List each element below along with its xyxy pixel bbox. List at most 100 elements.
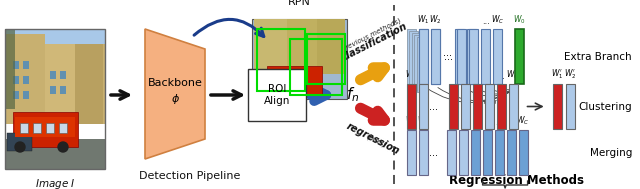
Text: $W_1$: $W_1$ [405, 68, 417, 81]
Bar [60, 86, 66, 94]
Text: $W_1'$: $W_1'$ [551, 67, 563, 81]
Bar [5, 44, 105, 124]
Bar [13, 76, 19, 84]
Bar [447, 130, 456, 175]
Text: Merging: Merging [589, 147, 632, 157]
Bar [449, 84, 458, 129]
Bar [257, 29, 305, 91]
Bar [5, 29, 105, 169]
Bar [287, 19, 322, 84]
Bar [509, 84, 518, 129]
Bar [252, 19, 347, 99]
Text: RPN: RPN [288, 0, 311, 7]
Bar [7, 133, 32, 151]
Text: $W_2'$: $W_2'$ [564, 67, 576, 81]
Bar [566, 84, 575, 129]
Bar [552, 84, 562, 129]
Bar [467, 29, 476, 84]
Bar [46, 123, 54, 133]
Text: ...: ... [482, 17, 490, 26]
Text: ...: ... [444, 51, 453, 61]
Bar [13, 61, 19, 69]
Bar [431, 29, 440, 84]
Text: $W_C$: $W_C$ [506, 68, 520, 81]
Bar [60, 71, 66, 79]
Bar [409, 31, 418, 86]
Text: $f_n$: $f_n$ [346, 86, 360, 104]
Bar [419, 29, 428, 84]
Bar [419, 130, 428, 175]
Circle shape [15, 142, 25, 152]
Text: $W_2$: $W_2$ [429, 13, 442, 26]
Circle shape [58, 142, 68, 152]
Bar [406, 29, 415, 84]
Bar [50, 86, 56, 94]
Bar [406, 84, 415, 129]
Bar [518, 130, 527, 175]
Text: (previous methods): (previous methods) [338, 17, 402, 54]
Bar [414, 35, 423, 90]
Text: ...: ... [429, 147, 438, 157]
Bar [507, 130, 516, 175]
Bar [493, 29, 502, 84]
Text: ROI
Align: ROI Align [264, 84, 290, 106]
Text: ...: ... [443, 49, 452, 59]
Text: $W_C$: $W_C$ [516, 115, 530, 127]
Bar [455, 29, 464, 84]
Text: Detection Pipeline: Detection Pipeline [140, 171, 241, 181]
Bar [5, 29, 105, 99]
Text: $W_1$: $W_1$ [405, 115, 417, 127]
Bar [15, 117, 75, 137]
Text: ...: ... [429, 101, 438, 112]
Text: $W_2$: $W_2$ [417, 68, 429, 81]
Text: Image $\mathit{I}$: Image $\mathit{I}$ [35, 177, 76, 189]
Bar [254, 19, 294, 79]
Bar [13, 91, 19, 99]
Bar [412, 33, 420, 88]
Bar [248, 69, 306, 121]
Text: combine: combine [473, 99, 504, 105]
Bar [461, 84, 470, 129]
Bar [307, 34, 345, 84]
Text: $W_2$: $W_2$ [417, 115, 429, 127]
Text: (ours): (ours) [365, 133, 387, 148]
Bar [50, 71, 56, 79]
Bar [431, 29, 440, 84]
Bar [20, 123, 28, 133]
Bar [23, 61, 29, 69]
Bar [23, 76, 29, 84]
Bar [13, 112, 78, 147]
Bar [417, 37, 426, 92]
Bar [33, 123, 41, 133]
Text: $W_C$: $W_C$ [491, 13, 504, 26]
Bar [481, 29, 490, 84]
Text: $W_0$: $W_0$ [513, 13, 526, 26]
Bar [23, 91, 29, 99]
Polygon shape [145, 29, 205, 159]
Text: ...: ... [497, 72, 505, 81]
Bar [45, 44, 80, 119]
Bar [483, 130, 492, 175]
Bar [457, 29, 466, 84]
Text: classification: classification [340, 21, 410, 63]
Bar [290, 39, 342, 95]
Bar [75, 44, 103, 124]
Bar [515, 29, 524, 84]
Bar [419, 84, 428, 129]
Bar [59, 123, 67, 133]
Bar [5, 34, 45, 114]
Text: Extra Branch: Extra Branch [564, 51, 632, 61]
Text: regression: regression [345, 121, 401, 156]
Bar [419, 29, 428, 84]
Bar [419, 39, 428, 94]
Bar [472, 84, 482, 129]
Text: Regression Methods: Regression Methods [449, 174, 584, 187]
Bar [5, 29, 15, 109]
Bar [459, 130, 468, 175]
Bar [469, 29, 478, 84]
Text: Clustering: Clustering [579, 101, 632, 112]
Text: $W_1$: $W_1$ [417, 13, 430, 26]
Bar [470, 130, 479, 175]
Text: ...: ... [495, 118, 503, 127]
Bar [406, 130, 415, 175]
